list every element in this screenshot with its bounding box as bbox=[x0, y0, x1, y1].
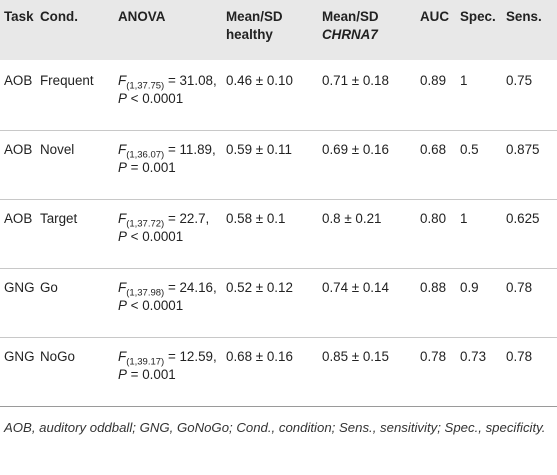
table-cell: 0.89 bbox=[420, 73, 447, 88]
footnote: AOB, auditory oddball; GNG, GoNoGo; Cond… bbox=[4, 420, 546, 435]
p-symbol: P bbox=[118, 91, 127, 106]
column-header: Mean/SD CHRNA7 bbox=[318, 0, 416, 60]
p-symbol: P bbox=[118, 298, 127, 313]
anova-cell: F(1,37.75) = 31.08, P < 0.0001 bbox=[114, 60, 222, 131]
anova-cell: F(1,36.07) = 11.89, P = 0.001 bbox=[114, 130, 222, 200]
p-symbol: P bbox=[118, 367, 127, 382]
p-symbol: P bbox=[118, 229, 127, 244]
p-value: = 0.001 bbox=[126, 160, 176, 175]
header-row: Task Cond. ANOVA Mean/SD healthy Mean/SD CHRNA… bbox=[0, 0, 557, 60]
table-cell: NoGo bbox=[36, 337, 114, 407]
stat-value: = 31.08, bbox=[164, 73, 217, 88]
anova-cell: F(1,37.72) = 22.7, P < 0.0001 bbox=[114, 199, 222, 269]
stat-symbol: F bbox=[118, 73, 127, 88]
table-cell: 0.59 ± 0.11 bbox=[222, 130, 318, 200]
stat-symbol: F bbox=[118, 211, 127, 226]
degrees-of-freedom: (1,37.75) bbox=[126, 80, 165, 92]
column-header: ANOVA bbox=[114, 0, 222, 60]
table-cell: 0.68 bbox=[416, 130, 456, 200]
degrees-of-freedom: (1,37.72) bbox=[126, 218, 165, 230]
table-cell: AOB bbox=[0, 199, 36, 269]
stat-value: = 12.59, bbox=[164, 349, 217, 364]
column-header: Mean/SD healthy bbox=[222, 0, 318, 60]
anova-cell: F(1,37.98) = 24.16, P < 0.0001 bbox=[114, 268, 222, 338]
table-row: AOB Frequent F(1,37.75) = 31.08, P < 0.000… bbox=[0, 60, 557, 131]
table-cell: 0.875 bbox=[502, 130, 557, 200]
header-line: Mean/SD bbox=[322, 9, 379, 24]
table-cell: 0.73 bbox=[456, 337, 502, 407]
stat-value: = 24.16, bbox=[164, 280, 217, 295]
table-cell: 0.74 ± 0.14 bbox=[318, 268, 416, 338]
table-row: GNG NoGo F(1,39.17) = 12.59, P = 0.001 0.68… bbox=[0, 337, 557, 407]
table-cell: 0.58 ± 0.1 bbox=[222, 199, 318, 269]
table-body: AOB Frequent F(1,37.75) = 31.08, P < 0.000… bbox=[0, 60, 557, 407]
column-header: Spec. bbox=[456, 0, 502, 60]
column-header: Task bbox=[0, 0, 36, 60]
table-cell: 0.78 bbox=[416, 337, 456, 407]
column-header: Cond. bbox=[36, 0, 114, 60]
table-cell: 0.85 ± 0.15 bbox=[318, 337, 416, 407]
p-value: < 0.0001 bbox=[126, 298, 184, 313]
table-cell: 0.46 ± 0.10 bbox=[226, 73, 293, 88]
table-cell: 0.69 ± 0.16 bbox=[318, 130, 416, 200]
p-value: < 0.0001 bbox=[126, 229, 184, 244]
table-cell: AOB bbox=[4, 73, 33, 88]
table-cell: 0.78 bbox=[502, 268, 557, 338]
stat-value: = 22.7, bbox=[164, 211, 210, 226]
anova-cell: F(1,39.17) = 12.59, P = 0.001 bbox=[114, 337, 222, 407]
p-value: < 0.0001 bbox=[126, 91, 184, 106]
degrees-of-freedom: (1,37.98) bbox=[126, 287, 165, 299]
column-header: AUC bbox=[416, 0, 456, 60]
stat-symbol: F bbox=[118, 349, 127, 364]
table-row: AOB Target F(1,37.72) = 22.7, P < 0.0001 0.… bbox=[0, 199, 557, 269]
stat-symbol: F bbox=[118, 142, 127, 157]
table-cell: 0.52 ± 0.12 bbox=[222, 268, 318, 338]
table-cell: 0.71 ± 0.18 bbox=[322, 73, 389, 88]
table-cell: GNG bbox=[0, 268, 36, 338]
table-cell: Frequent bbox=[40, 73, 94, 88]
table-cell: 0.5 bbox=[456, 130, 502, 200]
stat-value: = 11.89, bbox=[164, 142, 216, 157]
degrees-of-freedom: (1,39.17) bbox=[126, 356, 165, 368]
results-table: Task Cond. ANOVA Mean/SD healthy Mean/SD CHRNA… bbox=[0, 0, 557, 407]
table-row: GNG Go F(1,37.98) = 24.16, P < 0.0001 0.52 … bbox=[0, 268, 557, 338]
table-cell: GNG bbox=[0, 337, 36, 407]
column-header: Sens. bbox=[502, 0, 557, 60]
table-cell: 0.75 bbox=[506, 73, 533, 88]
degrees-of-freedom: (1,36.07) bbox=[126, 149, 165, 161]
table-cell: 0.88 bbox=[416, 268, 456, 338]
table-cell: Novel bbox=[36, 130, 114, 200]
p-symbol: P bbox=[118, 160, 127, 175]
header-line: healthy bbox=[226, 27, 273, 42]
table-cell: 0.9 bbox=[456, 268, 502, 338]
table-cell: Target bbox=[36, 199, 114, 269]
table-cell: 0.8 ± 0.21 bbox=[318, 199, 416, 269]
stat-symbol: F bbox=[118, 280, 127, 295]
table-cell: 0.78 bbox=[502, 337, 557, 407]
header-line: CHRNA7 bbox=[322, 27, 378, 42]
table-cell: 1 bbox=[460, 73, 468, 88]
header-line: Mean/SD bbox=[226, 9, 283, 24]
table-cell: AOB bbox=[0, 130, 36, 200]
table-row: AOB Novel F(1,36.07) = 11.89, P = 0.001 0.5… bbox=[0, 130, 557, 200]
table-cell: 0.625 bbox=[502, 199, 557, 269]
table-cell: 1 bbox=[456, 199, 502, 269]
table-cell: 0.80 bbox=[416, 199, 456, 269]
table-cell: Go bbox=[36, 268, 114, 338]
table-cell: 0.68 ± 0.16 bbox=[222, 337, 318, 407]
p-value: = 0.001 bbox=[126, 367, 176, 382]
